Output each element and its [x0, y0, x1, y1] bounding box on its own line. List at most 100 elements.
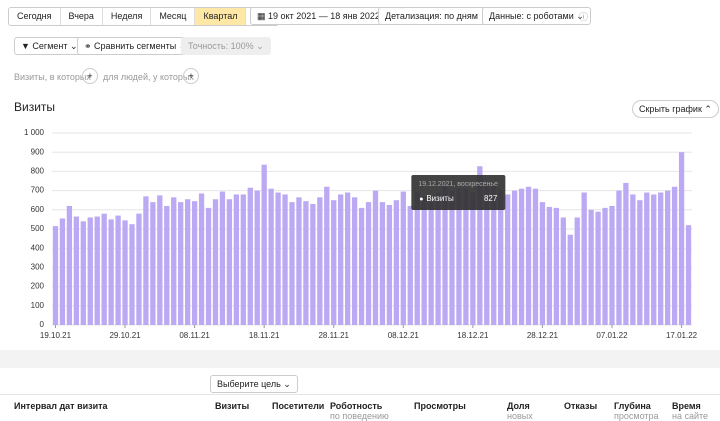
bar: [595, 211, 601, 325]
bar: [358, 207, 365, 325]
column-header-text: Роботность: [330, 401, 383, 411]
add-people-filter[interactable]: +: [183, 68, 199, 84]
segment-button[interactable]: ▼ Сегмент ⌄: [14, 37, 85, 55]
bar: [386, 205, 393, 325]
period-button[interactable]: Неделя: [103, 8, 152, 25]
bar: [685, 225, 692, 325]
bar: [296, 197, 302, 325]
bar: [324, 186, 330, 325]
bar: [122, 220, 128, 325]
bar: [588, 209, 594, 325]
x-tick-label: 07.01.22: [596, 331, 628, 340]
y-tick-label: 400: [31, 243, 45, 252]
data-select[interactable]: Данные: с роботами ⌄: [482, 7, 591, 25]
column-header[interactable]: Отказы: [564, 401, 597, 411]
bar: [143, 196, 149, 325]
period-button[interactable]: Сегодня: [9, 8, 61, 25]
bar: [623, 182, 629, 325]
period-button[interactable]: Вчера: [61, 8, 103, 25]
segment-text: Сегмент: [32, 41, 68, 51]
add-visit-filter[interactable]: +: [82, 68, 98, 84]
column-header[interactable]: Время на сайте: [672, 401, 708, 421]
bar: [581, 192, 587, 325]
help-icon[interactable]: ⓘ: [579, 12, 589, 22]
bar: [470, 192, 476, 325]
x-tick-label: 28.11.21: [318, 331, 349, 340]
detail-select[interactable]: Детализация: по дням ⌄: [378, 7, 496, 25]
bar: [421, 196, 427, 325]
visits-filter-label: Визиты, в которых: [14, 72, 91, 82]
y-tick-label: 600: [31, 205, 45, 214]
bar: [338, 194, 344, 325]
y-tick-label: 800: [31, 167, 45, 176]
data-text: Данные: с роботами: [489, 11, 574, 21]
date-range[interactable]: ▦ 19 окт 2021 — 18 янв 2022: [250, 7, 387, 25]
bar: [532, 188, 539, 325]
y-tick-label: 700: [31, 186, 45, 195]
goal-button[interactable]: Выберите цель ⌄: [210, 375, 298, 393]
bar: [484, 186, 490, 325]
bar: [254, 190, 260, 325]
column-header[interactable]: Глубина просмотра: [614, 401, 659, 421]
bar: [518, 188, 525, 325]
column-header[interactable]: Посетители: [272, 401, 324, 411]
bar: [644, 192, 650, 325]
bar: [87, 217, 93, 325]
x-tick-label: 29.10.21: [109, 331, 141, 340]
hide-chart-button[interactable]: Скрыть график ⌃: [632, 100, 719, 118]
x-tick-label: 18.11.21: [249, 331, 280, 340]
detail-text: Детализация: по дням: [385, 11, 478, 21]
period-button[interactable]: Квартал: [195, 8, 247, 25]
separator: [0, 350, 720, 368]
bar: [191, 201, 198, 325]
x-tick-label: 18.12.21: [457, 331, 489, 340]
column-header[interactable]: Просмотры: [414, 401, 466, 411]
bar: [609, 205, 615, 325]
bar: [185, 199, 191, 325]
compare-button[interactable]: ⚭ Сравнить сегменты ⌄: [77, 37, 194, 55]
bar: [157, 195, 163, 325]
bar: [66, 205, 73, 325]
bar: [212, 199, 219, 325]
y-tick-label: 1 000: [24, 128, 45, 137]
column-header[interactable]: Интервал дат визита: [14, 401, 108, 411]
goal-text: Выберите цель: [217, 379, 281, 389]
bar: [317, 197, 323, 325]
column-header[interactable]: Доля новых: [507, 401, 533, 421]
compare-text: Сравнить сегменты: [94, 41, 177, 51]
x-tick-label: 08.11.21: [179, 331, 210, 340]
bar: [498, 190, 504, 325]
y-tick-label: 300: [31, 263, 45, 272]
accuracy-button[interactable]: Точность: 100% ⌄: [181, 37, 271, 55]
bar: [345, 192, 351, 325]
column-header[interactable]: Роботность по поведению: [330, 401, 389, 421]
bar: [108, 219, 114, 325]
tooltip-box: [411, 175, 506, 210]
bar: [379, 202, 386, 325]
bar: [275, 192, 281, 325]
column-header[interactable]: Визиты: [215, 401, 249, 411]
bar: [178, 202, 184, 325]
bar: [171, 197, 177, 325]
bar: [637, 200, 643, 325]
bar: [651, 194, 657, 325]
y-tick-label: 500: [31, 224, 45, 233]
bar: [491, 182, 497, 325]
bar: [233, 194, 239, 325]
bar: [164, 205, 170, 325]
bar: [73, 216, 79, 325]
period-button[interactable]: Месяц: [151, 8, 196, 25]
bar: [456, 188, 462, 325]
tooltip-label: Визиты: [426, 194, 454, 203]
x-tick-label: 19.10.21: [40, 331, 72, 340]
x-tick-label: 17.01.22: [666, 331, 698, 340]
bar: [665, 190, 671, 325]
bar: [101, 213, 107, 325]
y-tick-label: 100: [31, 301, 45, 310]
bar: [59, 218, 66, 325]
bar: [567, 234, 573, 325]
bar: [303, 201, 309, 325]
column-header-text: Глубина: [614, 401, 651, 411]
bar: [289, 202, 295, 325]
column-header-text: Доля: [507, 401, 530, 411]
